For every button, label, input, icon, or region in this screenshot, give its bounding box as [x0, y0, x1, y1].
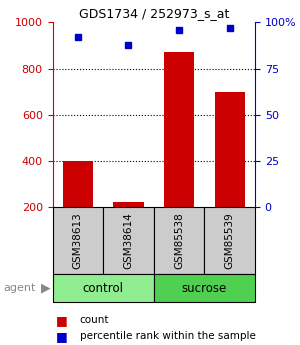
Bar — [154, 207, 204, 274]
Bar — [52, 274, 154, 302]
Text: agent: agent — [3, 283, 35, 293]
Text: ■: ■ — [56, 330, 67, 343]
Text: GSM38613: GSM38613 — [73, 212, 83, 269]
Bar — [52, 207, 103, 274]
Text: count: count — [80, 315, 109, 325]
Text: sucrose: sucrose — [182, 282, 227, 295]
Bar — [204, 207, 255, 274]
Bar — [63, 161, 93, 207]
Bar — [214, 92, 245, 207]
Text: percentile rank within the sample: percentile rank within the sample — [80, 332, 255, 341]
Text: GSM85539: GSM85539 — [225, 212, 235, 269]
Text: GSM38614: GSM38614 — [123, 212, 134, 269]
Text: ▶: ▶ — [40, 282, 50, 295]
Text: control: control — [82, 282, 124, 295]
Text: ■: ■ — [56, 314, 67, 327]
Bar — [103, 207, 154, 274]
Title: GDS1734 / 252973_s_at: GDS1734 / 252973_s_at — [79, 7, 229, 20]
Bar — [154, 274, 255, 302]
Bar — [164, 52, 194, 207]
Text: GSM85538: GSM85538 — [174, 212, 184, 269]
Bar — [113, 203, 144, 207]
